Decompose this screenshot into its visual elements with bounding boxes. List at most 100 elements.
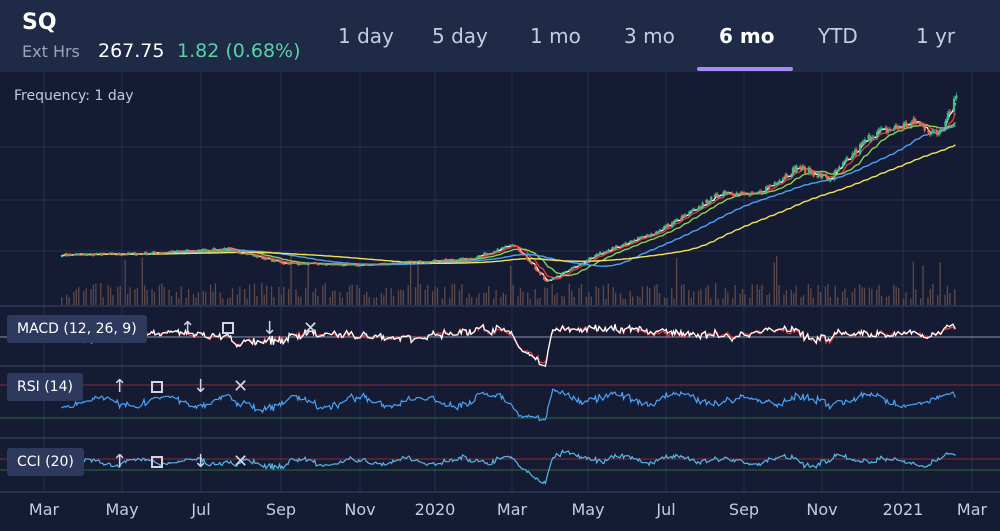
candlestick (340, 264, 343, 266)
volume-bar (905, 292, 907, 305)
volume-bar (273, 297, 275, 305)
candlestick (622, 244, 625, 247)
candlestick (795, 165, 798, 172)
rsi-indicator-label[interactable]: RSI (14) (7, 373, 83, 401)
candlestick (555, 277, 558, 279)
volume-bar (793, 292, 795, 305)
macd-arrow-up-icon[interactable]: ↑ (180, 318, 196, 339)
tab-5-day[interactable]: 5 day (432, 24, 488, 48)
candlestick (172, 250, 175, 253)
cci-arrow-up-icon[interactable]: ↑ (112, 451, 128, 472)
tab-1-day[interactable]: 1 day (338, 24, 394, 48)
cci-arrow-down-icon[interactable]: ↓ (193, 451, 209, 472)
tab-6-mo[interactable]: 6 mo (719, 24, 775, 48)
candlestick (616, 245, 619, 247)
volume-bar (392, 296, 395, 305)
candlestick (783, 177, 786, 179)
candlestick (872, 136, 875, 139)
candlestick (298, 262, 302, 265)
cci-expand-icon[interactable] (151, 456, 163, 468)
volume-bar (329, 296, 331, 305)
volume-bar (297, 296, 300, 305)
rsi-close-icon[interactable]: ✕ (233, 376, 249, 397)
rsi-expand-icon[interactable] (151, 381, 163, 393)
rsi-arrow-down-icon[interactable]: ↓ (193, 376, 209, 397)
cci-indicator-label[interactable]: CCI (20) (7, 448, 84, 476)
candlestick (603, 252, 607, 254)
stock-chart[interactable] (0, 72, 1000, 531)
volume-bar (478, 293, 480, 305)
volume-bar (419, 284, 422, 305)
tab-3-mo[interactable]: 3 mo (624, 24, 675, 48)
macd-arrow-down-icon[interactable]: ↓ (262, 318, 278, 339)
volume-bar (758, 289, 761, 305)
candlestick (129, 253, 132, 255)
volume-bar (253, 283, 256, 305)
volume-bar (910, 298, 912, 305)
volume-bar (639, 297, 641, 305)
volume-bar (305, 287, 307, 305)
candlestick (945, 119, 948, 122)
candlestick (739, 192, 742, 195)
candlestick (955, 95, 958, 99)
candlestick (229, 248, 232, 250)
candlestick (133, 252, 136, 254)
volume-bar (202, 290, 204, 305)
candlestick (715, 193, 718, 195)
candlestick (860, 144, 863, 146)
candlestick (861, 141, 864, 145)
candlestick (837, 170, 840, 172)
candlestick (585, 260, 588, 264)
volume-bar (724, 288, 727, 305)
tab-1-yr[interactable]: 1 yr (916, 24, 956, 48)
candlestick (474, 258, 477, 260)
candlestick (562, 272, 565, 274)
candlestick (119, 254, 122, 256)
volume-bars (61, 254, 956, 305)
candlestick (867, 135, 870, 140)
volume-bar (605, 298, 607, 305)
candlestick (431, 260, 435, 263)
candlestick (927, 130, 930, 133)
candlestick (180, 251, 183, 253)
volume-bar (158, 285, 160, 305)
volume-bar (697, 290, 700, 305)
candlestick (667, 223, 670, 228)
candlestick (561, 272, 564, 275)
candlestick (168, 251, 171, 253)
volume-bar (656, 284, 658, 305)
candlestick (503, 246, 507, 249)
candlestick (73, 254, 76, 256)
candlestick (898, 126, 901, 129)
candlestick (717, 196, 720, 198)
cci-close-icon[interactable]: ✕ (233, 451, 249, 472)
candlestick (124, 254, 127, 256)
candlestick (338, 264, 341, 266)
volume-bar (888, 295, 890, 305)
candlestick (163, 252, 166, 254)
volume-bar (331, 290, 334, 305)
candlestick (785, 174, 788, 178)
candlestick (939, 129, 942, 133)
candlestick (186, 249, 189, 252)
macd-indicator-label[interactable]: MACD (12, 26, 9) (7, 315, 147, 343)
volume-bar (517, 296, 519, 305)
candlestick (445, 258, 448, 261)
candlestick (194, 250, 197, 252)
candlestick (253, 254, 257, 257)
candlestick (769, 185, 773, 187)
candlestick (778, 180, 781, 183)
candlestick (239, 252, 242, 254)
rsi-arrow-up-icon[interactable]: ↑ (112, 376, 128, 397)
candlestick (424, 262, 427, 264)
candlestick (289, 262, 292, 265)
volume-bar (773, 262, 775, 305)
tab-1-mo[interactable]: 1 mo (530, 24, 581, 48)
macd-expand-icon[interactable] (222, 322, 234, 334)
candlestick (919, 123, 923, 125)
candlestick (95, 253, 98, 255)
tab-ytd[interactable]: YTD (818, 24, 858, 48)
candlestick (918, 123, 921, 125)
macd-close-icon[interactable]: ✕ (303, 318, 319, 339)
candlestick (760, 190, 763, 194)
